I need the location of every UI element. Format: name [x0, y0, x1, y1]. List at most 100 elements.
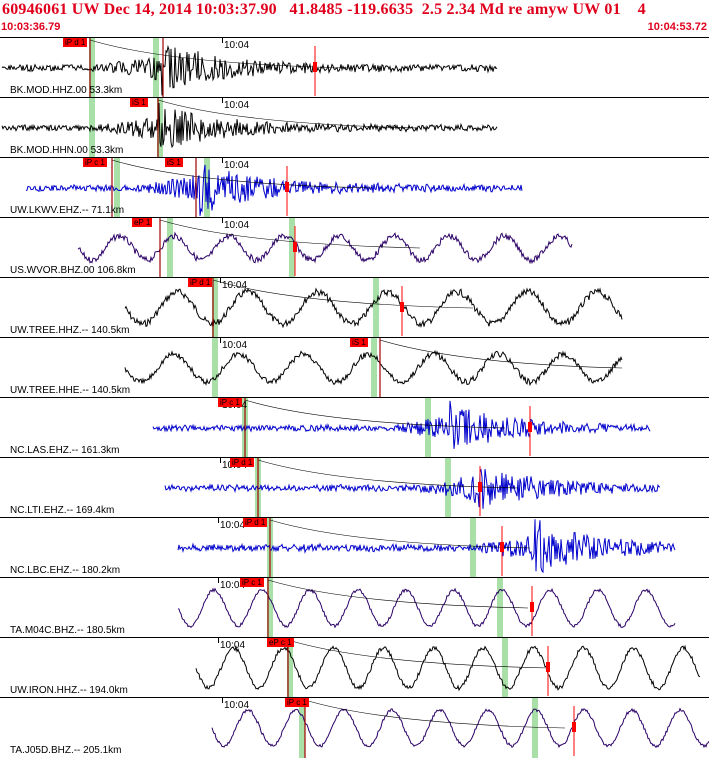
phase-pick-flag[interactable]: iP d 1 [243, 518, 268, 527]
arrival-band [114, 158, 120, 218]
trace-panel[interactable]: 10:04 eP 1 US.WVOR.BHZ.00 106.8km [0, 217, 709, 278]
minute-tick [218, 518, 219, 523]
station-label: NC.LTI.EHZ.-- 169.4km [10, 505, 115, 516]
event-summary-title: 60946061 UW Dec 14, 2014 10:03:37.90 41.… [2, 1, 646, 18]
phase-pick-flag[interactable]: iS 1 [350, 338, 368, 347]
waveform-trace [177, 519, 676, 574]
station-label: UW.IRON.HHZ.-- 194.0km [10, 685, 128, 696]
phase-pick-flag[interactable]: iP d 1 [188, 278, 213, 287]
minute-label: 10:04 [222, 280, 248, 291]
minute-tick [222, 158, 223, 163]
station-label: US.WVOR.BHZ.00 106.8km [10, 265, 136, 276]
waveform-trace [164, 468, 661, 509]
trace-panel[interactable]: 10:04 iP d 1 UW.TREE.HHZ.-- 140.5km [0, 277, 709, 338]
amplitude-marker [546, 662, 550, 672]
waveform-trace [25, 164, 523, 216]
window-end-time: 10:04:53.72 [647, 21, 707, 33]
minute-tick [218, 638, 219, 643]
phase-pick-flag[interactable]: iP c 1 [285, 698, 309, 707]
arrival-band [212, 278, 218, 338]
minute-label: 10:04 [224, 160, 250, 171]
minute-tick [220, 278, 221, 283]
coda-curve [89, 39, 351, 69]
minute-label: 10:04 [220, 520, 246, 531]
amplitude-marker [400, 302, 404, 312]
arrival-band [532, 698, 538, 758]
arrival-band [167, 218, 173, 278]
minute-label: 10:04 [224, 100, 250, 111]
trace-panel[interactable]: 10:04 iP d 1 NC.LBC.EHZ.-- 180.2km [0, 517, 709, 578]
coda-curve [244, 399, 506, 429]
coda-curve [287, 639, 549, 669]
amplitude-marker [285, 182, 289, 192]
waveform-canvas [25, 158, 523, 218]
phase-pick-flag[interactable]: iP d 1 [63, 38, 88, 47]
waveform-trace [1, 102, 498, 149]
trace-panel[interactable]: 10:04 eP c 1 UW.IRON.HHZ.-- 194.0km [0, 637, 709, 698]
station-label: NC.LBC.EHZ.-- 180.2km [10, 565, 121, 576]
phase-pick-flag[interactable]: eP c 1 [267, 638, 294, 647]
arrival-band [497, 578, 503, 638]
arrival-band [445, 458, 451, 518]
waveform-canvas [1, 38, 498, 98]
phase-pick-flag[interactable]: iP d 1 [230, 458, 255, 467]
phase-pick-flag[interactable]: eP 1 [132, 218, 153, 227]
coda-curve [159, 219, 421, 249]
trace-panel[interactable]: 10:04 iP d 1 BK.MOD.HHZ.00 53.3km [0, 37, 709, 98]
window-start-time: 10:03:36.79 [1, 21, 61, 33]
phase-pick-flag[interactable]: iP c 1 [83, 158, 107, 167]
waveform-trace [195, 644, 701, 692]
trace-panel[interactable]: 10:04 iS 1 UW.TREE.HHE.-- 140.5km [0, 337, 709, 398]
minute-tick [222, 218, 223, 223]
waveform-canvas [177, 578, 676, 638]
arrival-band [153, 38, 159, 98]
amplitude-marker [500, 542, 504, 552]
trace-panel[interactable]: 10:04 iP c 1 iS 1 UW.LKWV.EHZ.-- 71.1km [0, 157, 709, 218]
waveform-canvas [77, 218, 573, 278]
phase-pick-flag[interactable]: iP c 1 [240, 578, 264, 587]
waveform-trace [211, 707, 709, 749]
coda-curve [267, 579, 529, 609]
amplitude-marker [572, 722, 576, 732]
minute-tick [220, 458, 221, 463]
minute-label: 10:04 [220, 640, 246, 651]
arrival-band [502, 638, 508, 698]
coda-curve [269, 519, 531, 549]
coda-curve [157, 99, 419, 129]
minute-tick [222, 98, 223, 103]
seismogram-plot[interactable]: 10:04 iP d 1 BK.MOD.HHZ.00 53.3km 10:04 iS 1… [0, 37, 709, 758]
waveform-trace [124, 287, 623, 329]
station-label: NC.LAS.EHZ.-- 161.3km [10, 445, 120, 456]
minute-label: 10:04 [224, 40, 250, 51]
waveform-trace [177, 587, 676, 629]
station-label: UW.TREE.HHE.-- 140.5km [10, 385, 131, 396]
arrival-band [212, 338, 218, 398]
minute-label: 10:04 [220, 580, 246, 591]
waveform-canvas [164, 458, 661, 518]
waveform-trace [77, 231, 573, 265]
waveform-canvas [124, 338, 623, 398]
amplitude-marker [313, 62, 317, 72]
phase-pick-flag[interactable]: iS 1 [130, 98, 148, 107]
coda-curve [304, 699, 566, 729]
phase-pick-flag[interactable]: iS 1 [165, 158, 183, 167]
arrival-band [89, 38, 95, 98]
minute-label: 10:04 [224, 700, 250, 711]
arrival-band [425, 398, 431, 458]
arrival-band [373, 278, 379, 338]
trace-panel[interactable]: 10:04 iP c 1 TA.J05D.BHZ.-- 205.1km [0, 697, 709, 758]
station-label: BK.MOD.HHZ.00 53.3km [10, 85, 123, 96]
arrival-band [371, 338, 377, 398]
amplitude-marker [530, 602, 534, 612]
trace-panel[interactable]: 10:04 iP c 1 TA.M04C.BHZ.-- 180.5km [0, 577, 709, 638]
station-label: TA.J05D.BHZ.-- 205.1km [10, 745, 122, 756]
waveform-trace [124, 349, 623, 387]
minute-tick [218, 578, 219, 583]
phase-pick-flag[interactable]: iP c 1 [218, 398, 242, 407]
waveform-canvas [1, 98, 498, 158]
arrival-band [267, 578, 273, 638]
trace-panel[interactable]: 10:04 iS 1 BK.MOD.HHN.00 53.3km [0, 97, 709, 158]
waveform-canvas [124, 278, 623, 338]
